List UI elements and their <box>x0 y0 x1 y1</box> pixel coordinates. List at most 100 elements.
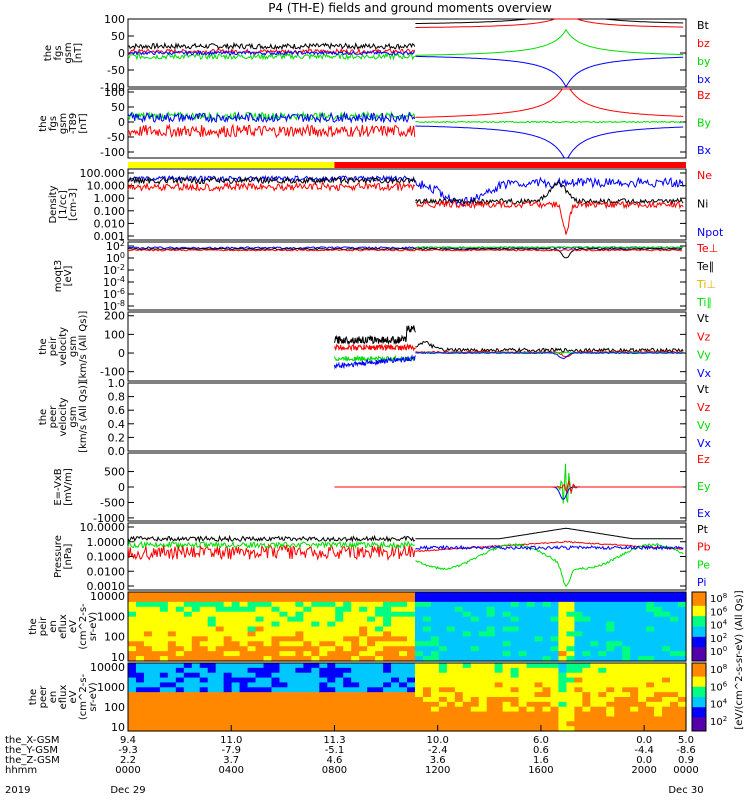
spectrogram-cell <box>303 656 312 662</box>
spectrogram-cell <box>159 692 169 698</box>
spectrogram-cell <box>159 636 169 642</box>
spectrogram-cell <box>215 631 225 637</box>
spectrogram-cell <box>319 677 328 684</box>
x-row-label: the_Y-GSM <box>5 745 58 756</box>
spectrogram-cell <box>247 721 257 727</box>
spectrogram-cell <box>351 636 360 642</box>
spectrogram-cell <box>678 592 687 598</box>
spectrogram-cell <box>199 701 209 708</box>
spectrogram-cell <box>462 646 472 652</box>
spectrogram-cell <box>582 621 591 628</box>
spectrogram-cell <box>271 596 281 603</box>
spectrogram-cell <box>223 636 233 642</box>
spectrogram-cell <box>335 651 344 657</box>
spectrogram-cell <box>303 641 312 647</box>
spectrogram-cell <box>255 682 265 688</box>
spectrogram-cell <box>327 663 336 669</box>
spectrogram-cell <box>223 641 233 647</box>
spectrogram-cell <box>247 656 257 662</box>
spectrogram-cell <box>542 682 552 688</box>
spectrogram-cell <box>271 692 281 698</box>
spectrogram-cell <box>438 596 448 603</box>
spectrogram-cell <box>486 711 496 718</box>
spectrogram-cell <box>407 682 416 688</box>
spectrogram-cell <box>183 721 193 727</box>
spectrogram-cell <box>351 716 360 722</box>
spectrogram-cell <box>654 667 663 674</box>
spectrogram-cell <box>375 651 384 657</box>
spectrogram-cell <box>574 641 583 647</box>
spectrogram-cell <box>494 621 504 628</box>
spectrogram-cell <box>151 621 161 628</box>
spectrogram-cell <box>670 636 679 642</box>
spectrogram-cell <box>606 721 615 727</box>
spectrogram-cell <box>287 621 296 628</box>
spectrogram-cell <box>135 626 145 633</box>
spectrogram-cell <box>359 611 368 618</box>
spectrogram-cell <box>534 672 544 679</box>
spectrogram-cell <box>470 682 480 688</box>
spectrogram-cell <box>462 592 472 598</box>
series-vx <box>334 354 416 370</box>
spectrogram-cell <box>422 621 432 628</box>
spectrogram-cell <box>151 626 161 633</box>
spectrogram-cell <box>630 651 639 657</box>
spectrogram-cell <box>630 697 639 703</box>
spectrogram-cell <box>343 682 352 688</box>
spectrogram-cell <box>255 621 265 628</box>
figure-title: P4 (TH-E) fields and ground moments over… <box>268 1 552 15</box>
spectrogram-cell <box>207 631 217 637</box>
spectrogram-cell <box>454 651 464 657</box>
spectrogram-cell <box>351 687 360 693</box>
series-by <box>415 28 684 56</box>
spectrogram-cell <box>678 651 687 657</box>
spectrogram-cell <box>367 706 376 713</box>
series-bt <box>127 41 416 51</box>
spectrogram-cell <box>207 701 217 708</box>
spectrogram-cell <box>606 663 615 669</box>
series-ne <box>127 181 416 192</box>
spectrogram-cell <box>550 701 560 708</box>
spectrogram-cell <box>494 646 504 652</box>
spectrogram-cell <box>271 656 281 662</box>
spectrogram-cell <box>359 687 368 693</box>
spectrogram-cell <box>630 626 639 633</box>
spectrogram-cell <box>526 663 536 669</box>
spectrogram-cell <box>638 636 647 642</box>
spectrogram-cell <box>542 621 552 628</box>
spectrogram-cell <box>478 626 488 633</box>
y-axis-label: [mV/m] <box>63 468 74 506</box>
spectrogram-cell <box>351 706 360 713</box>
spectrogram-cell <box>271 672 281 679</box>
spectrogram-cell <box>167 682 177 688</box>
spectrogram-cell <box>542 611 552 618</box>
colorbar-tick-label: 106 <box>710 605 728 618</box>
spectrogram-cell <box>430 667 440 674</box>
spectrogram-cell <box>574 616 583 623</box>
spectrogram-cell <box>287 631 296 637</box>
spectrogram-cell <box>391 706 400 713</box>
spectrogram-cell <box>303 651 312 657</box>
spectrogram-cell <box>590 636 599 642</box>
spectrogram-cell <box>375 601 384 608</box>
spectrogram-cell <box>351 631 360 637</box>
spectrogram-cell <box>550 596 560 603</box>
spectrogram-cell <box>478 663 488 669</box>
spectrogram-cell <box>422 656 432 662</box>
spectrogram-cell <box>359 677 368 684</box>
spectrogram-cell <box>375 682 384 688</box>
y-axis-label: gsm <box>58 113 69 134</box>
x-row-value: 10.0 <box>427 735 449 746</box>
spectrogram-cell <box>135 601 145 608</box>
x-row-label: hhmm <box>5 765 37 776</box>
spectrogram-cell <box>446 716 456 722</box>
spectrogram-cell <box>128 697 137 703</box>
spectrogram-cell <box>239 601 249 608</box>
spectrogram-cell <box>167 621 177 628</box>
spectrogram-cell <box>582 596 591 603</box>
y-axis-label: velocity <box>58 327 69 366</box>
spectrogram-cell <box>199 646 209 652</box>
spectrogram-cell <box>151 616 161 623</box>
spectrogram-cell <box>215 651 225 657</box>
spectrogram-cell <box>375 692 384 698</box>
